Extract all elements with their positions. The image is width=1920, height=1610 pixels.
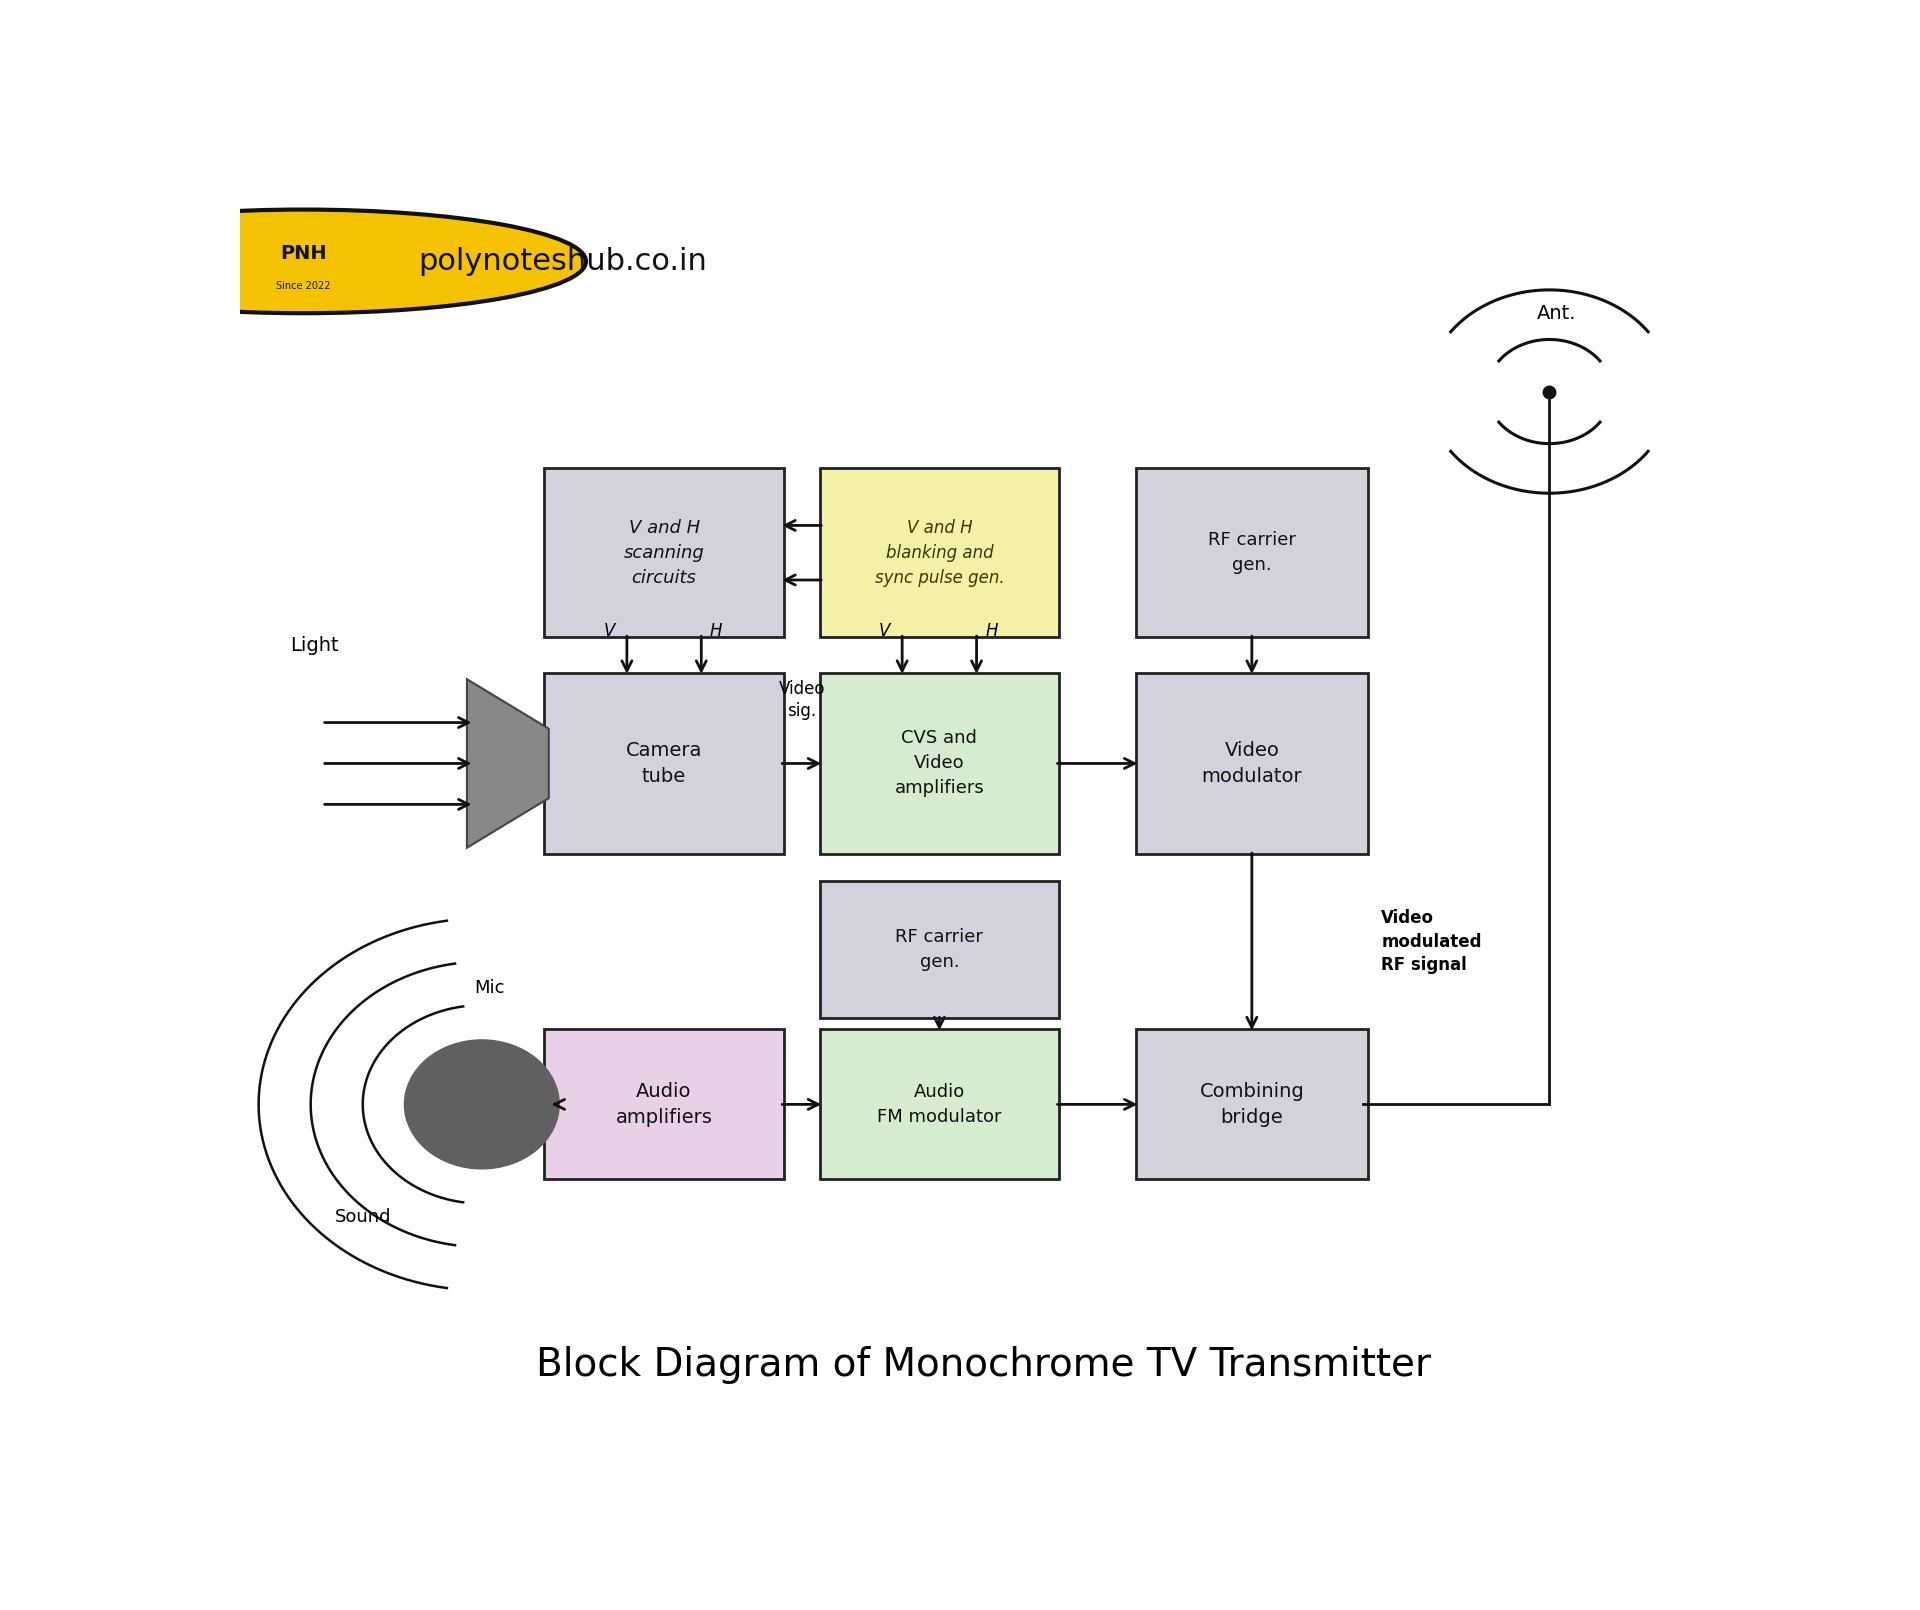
Text: Sound: Sound <box>334 1208 392 1227</box>
Text: Audio
FM modulator: Audio FM modulator <box>877 1084 1002 1125</box>
FancyBboxPatch shape <box>1137 1029 1367 1180</box>
Text: CVS and
Video
amplifiers: CVS and Video amplifiers <box>895 729 985 797</box>
Text: Light: Light <box>290 636 338 655</box>
FancyBboxPatch shape <box>820 881 1060 1018</box>
FancyBboxPatch shape <box>543 1029 783 1180</box>
Text: Ant.: Ant. <box>1538 304 1576 324</box>
Text: Video
sig.: Video sig. <box>778 679 826 720</box>
Text: V: V <box>879 623 891 641</box>
Text: Camera
tube: Camera tube <box>626 741 703 786</box>
Text: Video
modulated
RF signal: Video modulated RF signal <box>1380 910 1482 974</box>
Text: RF carrier
gen.: RF carrier gen. <box>1208 531 1296 575</box>
Text: H: H <box>710 623 722 641</box>
Circle shape <box>405 1040 559 1169</box>
Text: V and H
blanking and
sync pulse gen.: V and H blanking and sync pulse gen. <box>874 518 1004 586</box>
Text: Audio
amplifiers: Audio amplifiers <box>616 1082 712 1127</box>
Text: Block Diagram of Monochrome TV Transmitter: Block Diagram of Monochrome TV Transmitt… <box>536 1346 1432 1383</box>
Text: Combining
bridge: Combining bridge <box>1200 1082 1304 1127</box>
Text: H: H <box>985 623 998 641</box>
Text: RF carrier
gen.: RF carrier gen. <box>895 927 983 971</box>
FancyBboxPatch shape <box>820 1029 1060 1180</box>
FancyBboxPatch shape <box>1137 673 1367 853</box>
FancyBboxPatch shape <box>820 673 1060 853</box>
Text: Video
modulator: Video modulator <box>1202 741 1302 786</box>
FancyBboxPatch shape <box>820 469 1060 638</box>
FancyBboxPatch shape <box>543 673 783 853</box>
Text: V: V <box>603 623 614 641</box>
Text: V and H
scanning
circuits: V and H scanning circuits <box>624 518 705 586</box>
FancyBboxPatch shape <box>543 469 783 638</box>
Polygon shape <box>467 679 549 848</box>
Text: Mic: Mic <box>474 979 505 997</box>
FancyBboxPatch shape <box>1137 469 1367 638</box>
